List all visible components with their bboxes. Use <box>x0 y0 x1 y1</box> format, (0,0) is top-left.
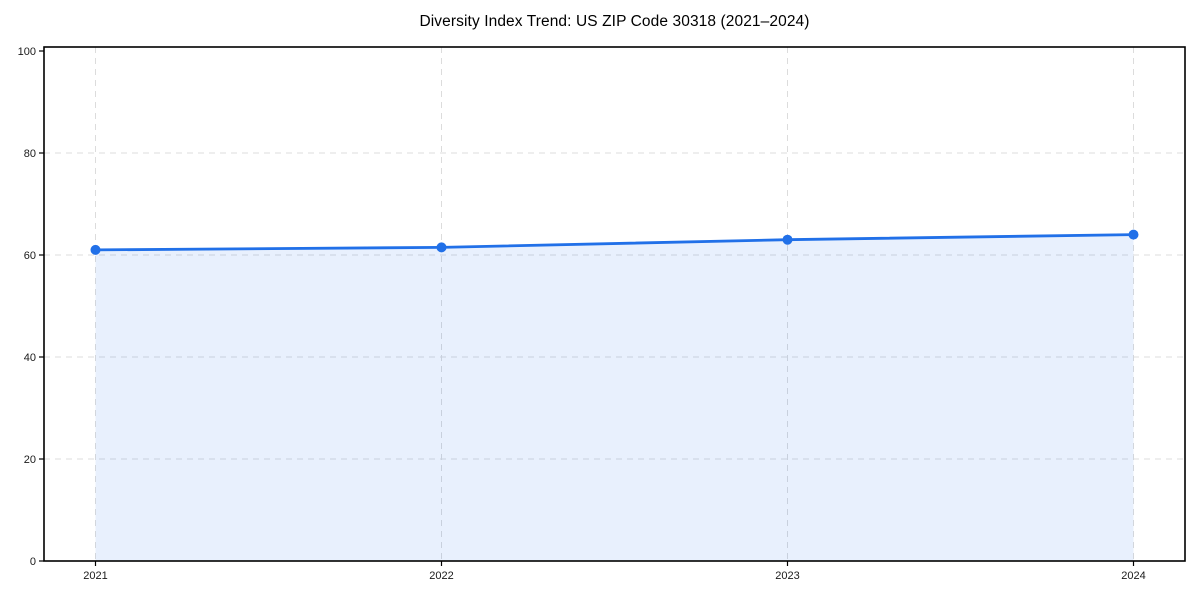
x-tick-label: 2022 <box>429 570 453 582</box>
x-tick-label: 2021 <box>83 570 107 582</box>
y-tick-label: 80 <box>24 148 36 160</box>
y-tick-label: 20 <box>24 454 36 466</box>
y-tick-label: 60 <box>24 250 36 262</box>
y-axis-tick-labels: 0 20 40 60 80 100 <box>18 46 36 568</box>
x-tick-label: 2023 <box>775 570 799 582</box>
data-point <box>1128 229 1139 240</box>
gridlines <box>44 47 1185 561</box>
tick-marks <box>39 50 1135 566</box>
data-point <box>90 244 101 255</box>
chart-title: Diversity Index Trend: US ZIP Code 30318… <box>419 13 810 30</box>
data-point <box>782 234 793 245</box>
data-point <box>436 242 447 253</box>
y-tick-label: 40 <box>24 352 36 364</box>
series-line <box>94 233 1135 252</box>
x-axis-tick-labels: 2021 2022 2023 2024 <box>83 570 1145 582</box>
data-point-markers <box>90 229 1139 255</box>
x-tick-label: 2024 <box>1121 570 1145 582</box>
y-tick-label: 0 <box>30 556 36 568</box>
plot-border <box>43 46 1186 562</box>
y-tick-label: 100 <box>18 46 36 58</box>
area-fill <box>95 234 1134 561</box>
